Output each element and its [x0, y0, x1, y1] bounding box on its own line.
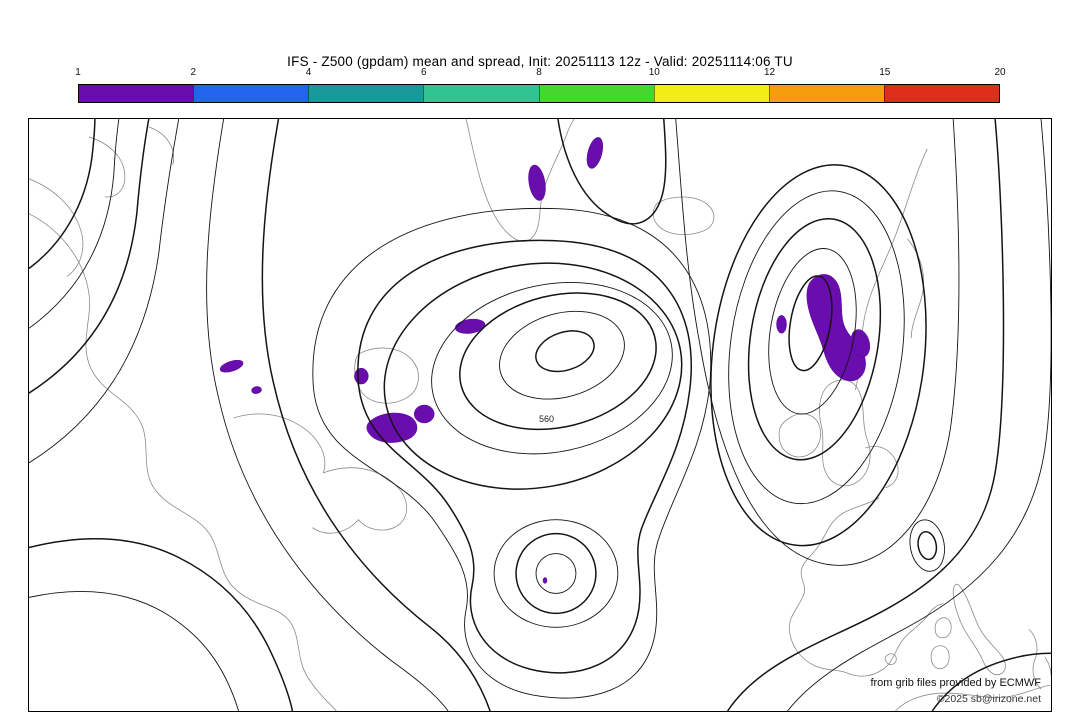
colorbar-segment: [538, 85, 654, 102]
map-canvas: [29, 119, 1051, 711]
chart-title: IFS - Z500 (gpdam) mean and spread, Init…: [287, 54, 793, 69]
colorbar-tick-label: 4: [305, 67, 312, 78]
colorbar-ticks: 1 2 4 6 8 10 12 15 20: [75, 66, 1005, 81]
colorbar-segment: [308, 85, 424, 102]
spread-shading: [219, 137, 871, 584]
attribution-source: from grib files provided by ECMWF: [870, 677, 1041, 689]
colorbar-bar: [78, 84, 1000, 103]
colorbar-tick-label: 10: [648, 67, 660, 78]
colorbar-tick-label: 1: [75, 67, 81, 78]
attribution: from grib files provided by ECMWF ©2025 …: [870, 677, 1041, 705]
colorbar-segment: [883, 85, 999, 102]
z500-contours: [29, 119, 1051, 711]
colorbar-tick-label: 8: [536, 67, 542, 78]
colorbar-segment: [768, 85, 884, 102]
colorbar: 1 2 4 6 8 10 12 15 20: [75, 66, 1006, 108]
colorbar-tick-label: 6: [420, 67, 427, 78]
attribution-copyright: ©2025 sb@irizone.net: [936, 693, 1041, 705]
colorbar-segment: [79, 85, 194, 102]
colorbar-tick-label: 12: [763, 67, 776, 78]
colorbar-segment: [653, 85, 769, 102]
contour-label-560: 560: [537, 414, 557, 424]
colorbar-tick-label: 20: [994, 67, 1006, 78]
colorbar-tick-label: 2: [190, 67, 197, 78]
colorbar-segment: [193, 85, 309, 102]
colorbar-tick-label: 15: [879, 67, 891, 78]
colorbar-segment: [423, 85, 539, 102]
map-frame: 560 from grib files provided by ECMWF ©2…: [28, 118, 1052, 712]
